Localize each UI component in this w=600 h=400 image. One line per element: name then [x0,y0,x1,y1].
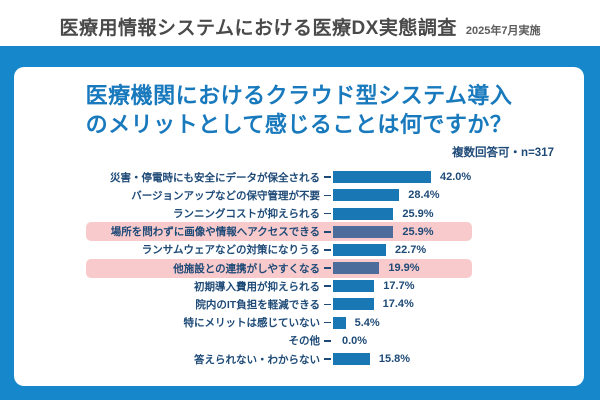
bar [333,353,370,366]
row-label: バージョンアップなどの保守管理が不要 [131,189,320,202]
chart-row: 災害・停電時にも安全にデータが保全される 42.0% [14,168,584,186]
axis-tick [324,230,331,233]
axis-tick [324,249,331,251]
survey-card: 医療機関におけるクラウド型システム導入 のメリットとして感じることは何ですか？ … [14,67,584,386]
bar [333,171,431,184]
axis-tick [324,212,331,215]
question-title: 医療機関におけるクラウド型システム導入 のメリットとして感じることは何ですか？ [14,81,584,139]
row-label: 他施設との連携がしやすくなる [173,262,320,275]
axis-tick [324,340,331,342]
chart-row: 答えられない・わからない 15.8% [14,350,584,368]
bar [333,280,375,293]
row-label: 院内のIT負担を軽減できる [195,298,320,311]
axis-tick [324,285,331,288]
bar-value: 22.7% [395,243,427,256]
chart-row: ランサムウェアなどの対策になりうる 22.7% [14,241,584,259]
report-date: 2025年7月実施 [465,25,541,37]
chart-row: 初期導入費用が抑えられる 17.7% [14,277,584,295]
chart-row: 他施設との連携がしやすくなる 19.9% [14,258,584,278]
blue-frame: 医療機関におけるクラウド型システム導入 のメリットとして感じることは何ですか？ … [0,46,600,400]
bar-value: 0.0% [342,334,368,347]
row-label: 場所を問わずに画像や情報へアクセスできる [110,226,320,239]
axis-tick [324,321,331,324]
report-title: 医療用情報システムにおける医療DX実態調査 [59,18,457,39]
axis-tick [324,358,331,360]
bar [333,298,374,311]
question-line-2: のメリットとして感じることは何ですか？ [85,112,513,138]
bar-chart: 災害・停電時にも安全にデータが保全される 42.0% バージョンアップなどの保守… [14,168,584,368]
bar-value: 42.0% [440,171,472,184]
bar-value: 28.4% [408,189,440,202]
chart-row: その他 0.0% [14,332,584,350]
bar [333,316,346,329]
bar-value: 17.4% [382,298,414,311]
bar [333,262,380,275]
bar-value: 15.8% [378,353,411,366]
bar-value: 19.9% [388,262,420,275]
chart-row: 院内のIT負担を軽減できる 17.4% [14,295,584,313]
bar [333,243,386,256]
bar [333,207,394,220]
axis-tick [324,303,331,306]
chart-row: 特にメリットは感じていない 5.4% [14,314,584,332]
bar [333,225,394,238]
question-line-1: 医療機関におけるクラウド型システム導入 [85,83,513,108]
row-label: 答えられない・わからない [194,353,320,366]
row-label: ランサムウェアなどの対策になりうる [141,244,320,257]
bar-value: 25.9% [402,207,434,220]
bar-value: 5.4% [354,316,380,329]
row-label: 特にメリットは感じていない [183,317,321,330]
row-label: 初期導入費用が抑えられる [194,280,320,293]
axis-tick [324,194,331,197]
sample-size-note: 複数回答可・n=317 [452,147,554,160]
row-label: その他 [288,335,321,348]
chart-row: ランニングコストが抑えられる 25.9% [14,204,584,222]
chart-row: 場所を問わずに画像や情報へアクセスできる 25.9% [14,222,584,242]
row-label: ランニングコストが抑えられる [173,208,320,221]
bar-value: 25.9% [402,225,434,238]
row-label: 災害・停電時にも安全にデータが保全される [110,171,320,184]
axis-tick [324,267,331,269]
report-header: 医療用情報システムにおける医療DX実態調査 2025年7月実施 [0,0,600,46]
chart-row: バージョンアップなどの保守管理が不要 28.4% [14,186,584,204]
bar-value: 17.7% [383,280,415,293]
axis-tick [324,176,331,178]
bar [333,189,400,202]
